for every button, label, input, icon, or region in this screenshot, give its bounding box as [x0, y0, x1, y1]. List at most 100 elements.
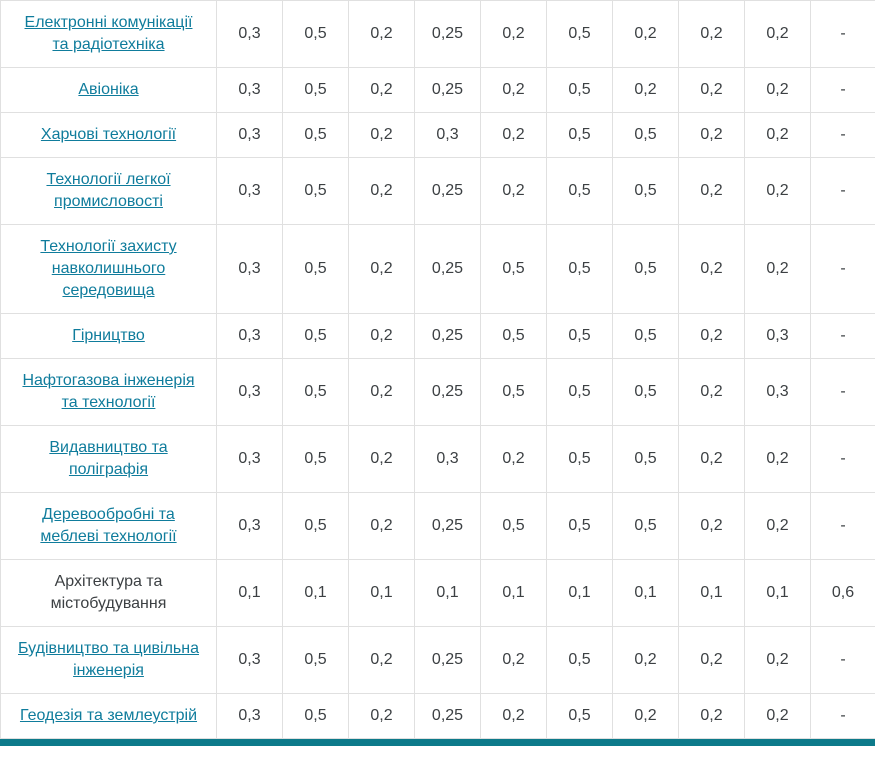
value-cell: 0,5	[546, 492, 613, 560]
value-cell: 0,2	[348, 626, 415, 694]
value-cell: 0,25	[414, 626, 481, 694]
value-cell: 0,1	[744, 559, 811, 627]
value-cell: 0,5	[546, 157, 613, 225]
value-cell: 0,25	[414, 67, 481, 113]
value-cell: 0,5	[546, 313, 613, 359]
value-cell: 0,3	[216, 313, 283, 359]
value-cell: 0,2	[678, 67, 745, 113]
value-cell: 0,5	[612, 224, 679, 314]
coefficients-table-wrap: Електронні комунікації та радіотехніка 0…	[0, 0, 875, 746]
value-cell: 0,5	[480, 313, 547, 359]
value-cell: -	[810, 626, 875, 694]
value-cell: 0,3	[414, 112, 481, 158]
value-cell: 0,5	[612, 157, 679, 225]
program-link[interactable]: Деревообробні та меблеві технології	[40, 506, 177, 545]
value-cell: 0,2	[612, 693, 679, 739]
program-cell: Електронні комунікації та радіотехніка	[0, 0, 217, 68]
program-link[interactable]: Гірництво	[72, 327, 145, 344]
table-row: Технології захисту навколишнього середов…	[0, 224, 875, 314]
program-cell: Авіоніка	[0, 67, 217, 113]
program-link[interactable]: Авіоніка	[78, 81, 139, 98]
value-cell: -	[810, 492, 875, 560]
value-cell: 0,2	[480, 112, 547, 158]
value-cell: 0,5	[282, 224, 349, 314]
value-cell: 0,3	[216, 157, 283, 225]
value-cell: -	[810, 224, 875, 314]
program-cell: Видавництво та поліграфія	[0, 425, 217, 493]
value-cell: 0,5	[546, 0, 613, 68]
value-cell: 0,2	[480, 0, 547, 68]
value-cell: 0,2	[678, 157, 745, 225]
program-cell: Нафтогазова інженерія та технології	[0, 358, 217, 426]
value-cell: 0,5	[546, 425, 613, 493]
coefficients-table: Електронні комунікації та радіотехніка 0…	[0, 0, 875, 739]
value-cell: 0,2	[678, 224, 745, 314]
program-link[interactable]: Технології захисту навколишнього середов…	[40, 238, 177, 299]
value-cell: 0,3	[216, 492, 283, 560]
value-cell: 0,25	[414, 693, 481, 739]
program-link[interactable]: Технології легкої промисловості	[46, 171, 171, 210]
table-bottom-bar	[0, 739, 875, 746]
value-cell: -	[810, 0, 875, 68]
value-cell: 0,5	[480, 492, 547, 560]
value-cell: 0,2	[348, 67, 415, 113]
value-cell: -	[810, 313, 875, 359]
value-cell: 0,2	[678, 313, 745, 359]
value-cell: 0,2	[348, 693, 415, 739]
program-link[interactable]: Нафтогазова інженерія та технології	[22, 372, 195, 411]
value-cell: 0,2	[744, 693, 811, 739]
table-row: Електронні комунікації та радіотехніка 0…	[0, 0, 875, 68]
program-link[interactable]: Геодезія та землеустрій	[19, 707, 198, 724]
value-cell: 0,5	[546, 693, 613, 739]
value-cell: 0,2	[348, 313, 415, 359]
value-cell: 0,2	[348, 157, 415, 225]
table-row: Видавництво та поліграфія 0,3 0,5 0,2 0,3 0,…	[0, 425, 875, 493]
value-cell: 0,2	[348, 0, 415, 68]
value-cell: 0,2	[612, 67, 679, 113]
value-cell: 0,25	[414, 0, 481, 68]
value-cell: 0,3	[216, 693, 283, 739]
value-cell: 0,2	[480, 67, 547, 113]
table-row: Будівництво та цивільна інженерія 0,3 0,5…	[0, 626, 875, 694]
value-cell: 0,2	[612, 626, 679, 694]
table-row: Харчові технології 0,3 0,5 0,2 0,3 0,2 0,5 0,5…	[0, 112, 875, 158]
value-cell: 0,2	[744, 224, 811, 314]
value-cell: 0,1	[414, 559, 481, 627]
value-cell: -	[810, 693, 875, 739]
value-cell: -	[810, 425, 875, 493]
value-cell: 0,5	[282, 358, 349, 426]
value-cell: 0,5	[282, 425, 349, 493]
value-cell: 0,1	[678, 559, 745, 627]
value-cell: 0,5	[480, 358, 547, 426]
value-cell: 0,2	[678, 626, 745, 694]
value-cell: 0,1	[480, 559, 547, 627]
program-cell: Будівництво та цивільна інженерія	[0, 626, 217, 694]
value-cell: 0,3	[744, 358, 811, 426]
value-cell: 0,3	[216, 626, 283, 694]
value-cell: 0,5	[546, 224, 613, 314]
value-cell: 0,1	[216, 559, 283, 627]
value-cell: 0,2	[348, 112, 415, 158]
program-link[interactable]: Харчові технології	[40, 126, 177, 143]
program-link[interactable]: Електронні комунікації та радіотехніка	[24, 14, 193, 53]
value-cell: 0,2	[744, 157, 811, 225]
table-body: Електронні комунікації та радіотехніка 0…	[0, 0, 875, 739]
value-cell: -	[810, 157, 875, 225]
value-cell: 0,5	[282, 626, 349, 694]
value-cell: 0,3	[216, 358, 283, 426]
value-cell: 0,5	[282, 492, 349, 560]
value-cell: 0,2	[348, 492, 415, 560]
program-link[interactable]: Видавництво та поліграфія	[49, 439, 168, 478]
table-row: Геодезія та землеустрій 0,3 0,5 0,2 0,25 0,2…	[0, 693, 875, 739]
value-cell: 0,2	[348, 425, 415, 493]
value-cell: -	[810, 67, 875, 113]
value-cell: 0,2	[678, 358, 745, 426]
value-cell: 0,2	[744, 0, 811, 68]
value-cell: -	[810, 358, 875, 426]
value-cell: 0,1	[282, 559, 349, 627]
program-link[interactable]: Будівництво та цивільна інженерія	[18, 640, 199, 679]
table-row: Технології легкої промисловості 0,3 0,5 0,…	[0, 157, 875, 225]
value-cell: 0,5	[546, 67, 613, 113]
value-cell: 0,3	[216, 0, 283, 68]
table-row: Нафтогазова інженерія та технології 0,3 0…	[0, 358, 875, 426]
